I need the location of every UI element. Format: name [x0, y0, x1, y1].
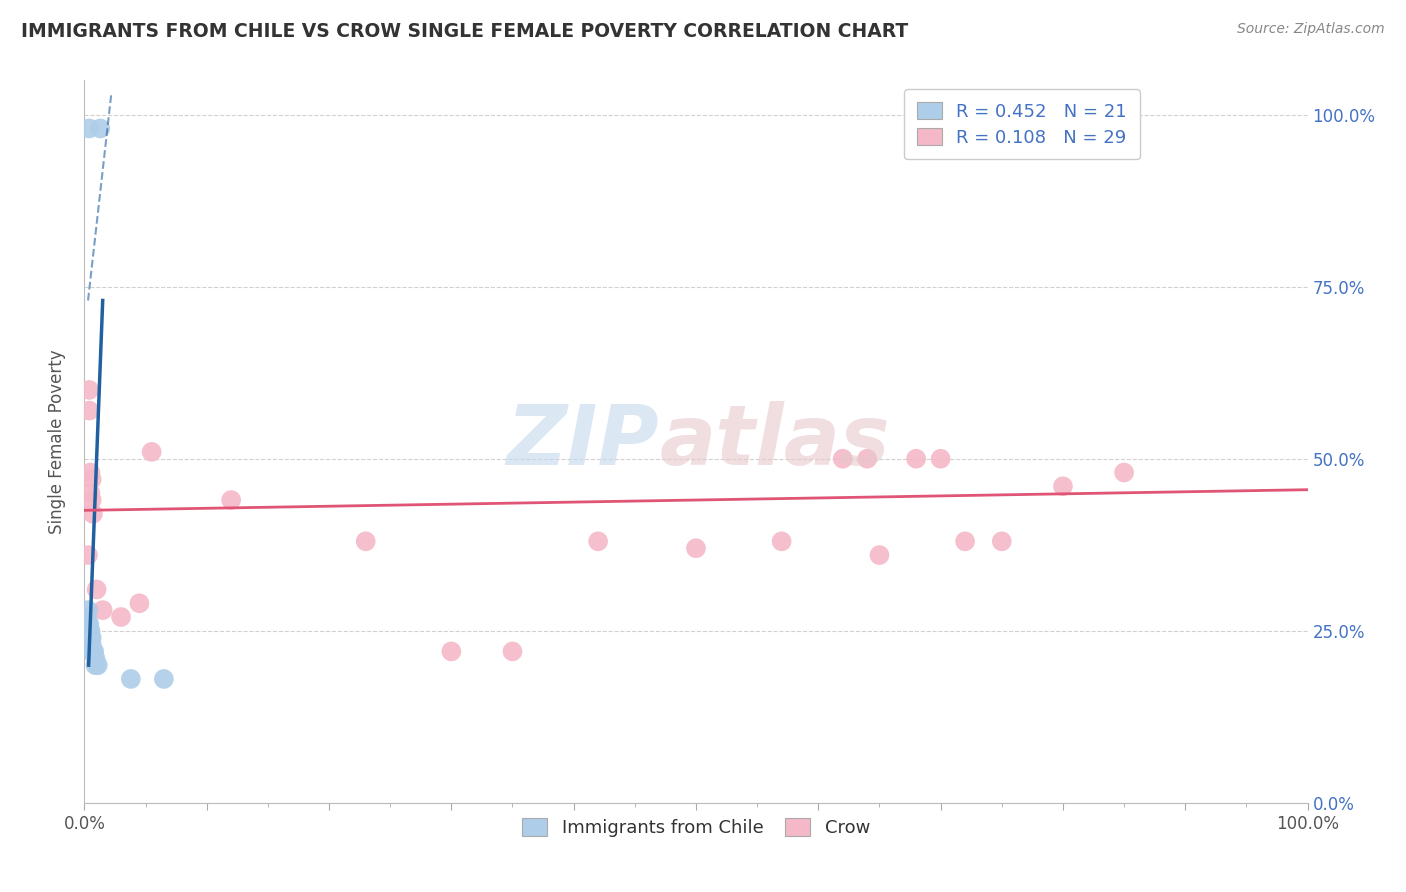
Point	[80, 638, 103, 652]
Point	[89, 121, 111, 136]
Point	[77, 616, 100, 631]
Point	[77, 603, 100, 617]
Point	[77, 616, 100, 631]
Point	[82, 507, 104, 521]
Point	[80, 631, 103, 645]
Point	[83, 644, 105, 658]
Point	[76, 610, 98, 624]
Point	[856, 451, 879, 466]
Point	[84, 658, 107, 673]
Point	[440, 644, 463, 658]
Point	[354, 534, 377, 549]
Point	[77, 121, 100, 136]
Point	[929, 451, 952, 466]
Point	[77, 624, 100, 638]
Point	[905, 451, 928, 466]
Point	[79, 486, 101, 500]
Point	[80, 644, 103, 658]
Point	[82, 644, 104, 658]
Point	[110, 610, 132, 624]
Point	[77, 383, 100, 397]
Point	[869, 548, 891, 562]
Point	[87, 658, 110, 673]
Point	[831, 451, 853, 466]
Point	[91, 603, 114, 617]
Point	[953, 534, 976, 549]
Point	[79, 624, 101, 638]
Legend: Immigrants from Chile, Crow: Immigrants from Chile, Crow	[515, 811, 877, 845]
Point	[77, 403, 100, 417]
Point	[120, 672, 142, 686]
Point	[79, 631, 101, 645]
Point	[502, 644, 524, 658]
Point	[82, 644, 104, 658]
Point	[77, 624, 100, 638]
Point	[77, 548, 100, 562]
Point	[141, 445, 163, 459]
Text: IMMIGRANTS FROM CHILE VS CROW SINGLE FEMALE POVERTY CORRELATION CHART: IMMIGRANTS FROM CHILE VS CROW SINGLE FEM…	[21, 22, 908, 41]
Point	[991, 534, 1014, 549]
Point	[84, 651, 107, 665]
Point	[80, 493, 103, 508]
Text: ZIP: ZIP	[506, 401, 659, 482]
Text: Source: ZipAtlas.com: Source: ZipAtlas.com	[1237, 22, 1385, 37]
Point	[86, 582, 108, 597]
Point	[685, 541, 707, 556]
Point	[128, 596, 150, 610]
Point	[770, 534, 793, 549]
Y-axis label: Single Female Poverty: Single Female Poverty	[48, 350, 66, 533]
Point	[1114, 466, 1136, 480]
Point	[586, 534, 609, 549]
Point	[153, 672, 176, 686]
Point	[79, 466, 101, 480]
Point	[1052, 479, 1074, 493]
Point	[80, 472, 103, 486]
Point	[219, 493, 242, 508]
Text: atlas: atlas	[659, 401, 890, 482]
